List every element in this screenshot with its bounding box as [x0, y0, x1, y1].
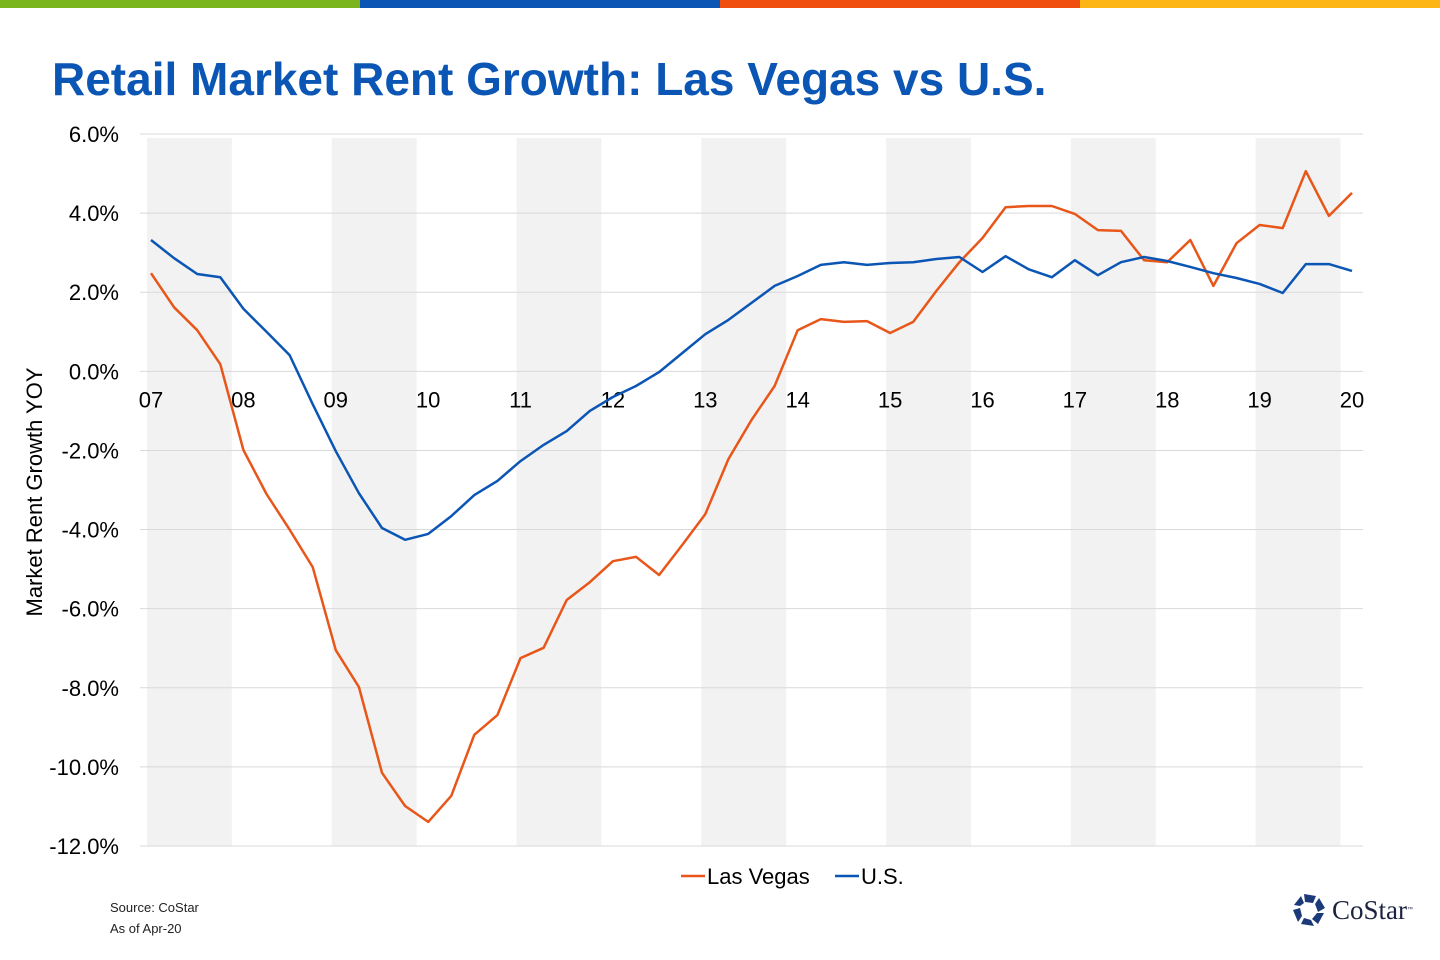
- source-note: Source: CoStar: [110, 900, 199, 915]
- gridlines: [140, 133, 1363, 847]
- shaded-bands: [147, 138, 1341, 846]
- color-bar-blue: [360, 0, 720, 8]
- x-axis-ticks: 07 08 09 10 11 12 13 14 15 16 17 18 19 20: [139, 387, 1364, 412]
- chart-title: Retail Market Rent Growth: Las Vegas vs …: [52, 53, 1047, 105]
- y-axis-label: Market Rent Growth YOY: [22, 367, 47, 616]
- x-tick-label: 17: [1063, 387, 1087, 412]
- shaded-band-07: [147, 138, 232, 846]
- logo-text: CoStar: [1332, 894, 1408, 925]
- x-tick-label: 08: [231, 387, 255, 412]
- y-tick-label: 4.0%: [69, 201, 119, 226]
- color-bar-green: [0, 0, 360, 8]
- x-tick-label: 14: [785, 387, 809, 412]
- series-line-u-s: [150, 239, 1353, 542]
- logo-trademark: ™: [1407, 907, 1414, 913]
- color-bar-yellow: [1080, 0, 1440, 8]
- y-tick-label: -10.0%: [49, 755, 119, 780]
- color-bar-orange: [720, 0, 1080, 8]
- series-line-las-vegas: [149, 169, 1353, 824]
- legend-label-us: U.S.: [861, 864, 904, 889]
- shaded-band-11: [516, 138, 602, 846]
- x-tick-label: 15: [878, 387, 902, 412]
- y-tick-label: -12.0%: [49, 834, 119, 859]
- y-tick-label: -6.0%: [62, 597, 119, 622]
- x-tick-label: 19: [1247, 387, 1271, 412]
- y-tick-label: -4.0%: [62, 518, 119, 543]
- series-lines: [149, 169, 1353, 824]
- shaded-band-19: [1255, 138, 1341, 846]
- x-tick-label: 12: [601, 387, 625, 412]
- x-tick-label: 18: [1155, 387, 1179, 412]
- x-tick-label: 20: [1340, 387, 1364, 412]
- x-tick-label: 10: [416, 387, 440, 412]
- costar-star-icon: [1293, 894, 1325, 926]
- x-tick-label: 09: [324, 387, 348, 412]
- y-tick-label: 0.0%: [69, 359, 119, 384]
- y-tick-label: 2.0%: [69, 280, 119, 305]
- x-tick-label: 11: [509, 387, 532, 412]
- y-axis-ticks: 6.0% 4.0% 2.0% 0.0% -2.0% -4.0% -6.0% -8.0% -10.…: [49, 122, 119, 859]
- legend-label-las-vegas: Las Vegas: [707, 864, 810, 889]
- shaded-band-15: [886, 138, 971, 846]
- y-tick-label: 6.0%: [69, 122, 119, 147]
- costar-logo: CoStar ™: [1292, 893, 1413, 927]
- x-tick-label: 13: [693, 387, 717, 412]
- legend: Las Vegas U.S.: [681, 864, 904, 889]
- x-tick-label: 16: [970, 387, 994, 412]
- x-tick-label: 07: [139, 387, 163, 412]
- as-of-note: As of Apr-20: [110, 921, 182, 936]
- y-tick-label: -8.0%: [62, 676, 119, 701]
- shaded-band-17: [1070, 138, 1156, 846]
- y-tick-label: -2.0%: [62, 438, 119, 463]
- shaded-band-09: [331, 138, 417, 846]
